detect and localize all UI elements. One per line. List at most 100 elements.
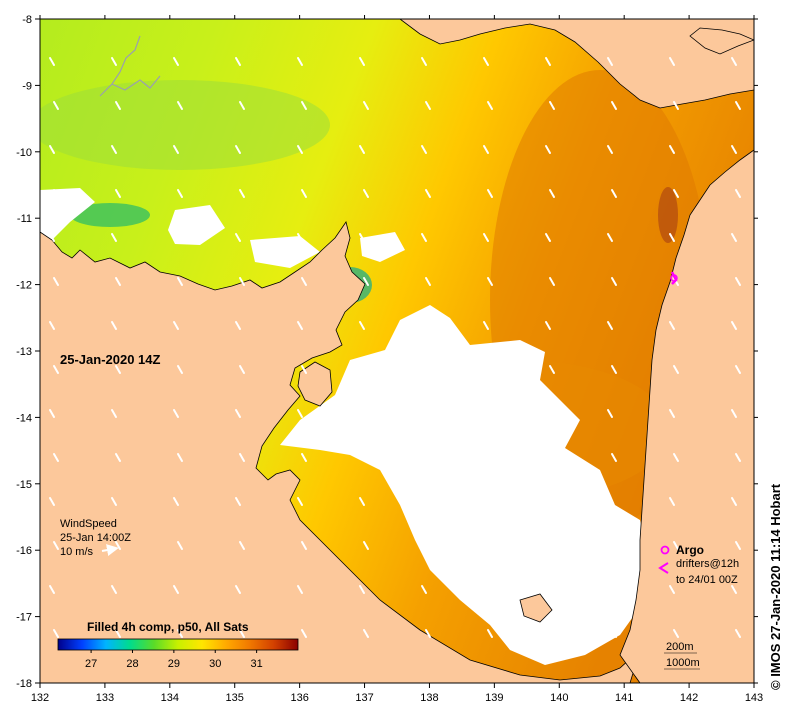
wind-arrow-icon — [669, 585, 675, 594]
wind-arrow-icon — [731, 497, 737, 506]
wind-arrow-icon — [487, 453, 493, 462]
wind-arrow-icon — [239, 453, 245, 462]
wind-arrow-icon — [111, 409, 117, 418]
wind-arrow-icon — [359, 57, 365, 66]
wind-arrow-icon — [177, 365, 183, 374]
x-tick-label: 142 — [680, 692, 698, 704]
wind-arrow-icon — [111, 321, 117, 330]
y-tick-label: -15 — [16, 479, 32, 491]
wind-arrow-icon — [607, 409, 613, 418]
wind-arrow-icon — [607, 145, 613, 154]
colorbar-tick-labels: 27 28 29 30 31 — [85, 650, 263, 670]
wind-arrow-icon — [53, 189, 59, 198]
wind-arrow-icon — [301, 453, 307, 462]
wind-arrow-icon — [421, 57, 427, 66]
wind-arrow-icon — [421, 585, 427, 594]
x-tick-label: 137 — [355, 692, 373, 704]
wind-arrow-icon — [359, 497, 365, 506]
wind-arrow-icon — [53, 541, 59, 550]
wind-arrow-icon — [487, 277, 493, 286]
wind-arrow-icon — [49, 57, 55, 66]
x-tick-label: 133 — [96, 692, 114, 704]
wind-arrow-icon — [177, 453, 183, 462]
wind-arrow-icon — [673, 629, 679, 638]
y-tick-label: -9 — [22, 80, 32, 92]
wind-arrow-icon — [545, 233, 551, 242]
wind-arrow-icon — [173, 585, 179, 594]
wind-arrow-icon — [611, 541, 617, 550]
sst-colorbar: Filled 4h comp, p50, All Sats 27 28 29 30 31 — [57, 620, 299, 670]
wind-arrow-icon — [173, 497, 179, 506]
wind-arrow-icon — [669, 497, 675, 506]
wind-arrow-icon — [545, 585, 551, 594]
x-tick-label: 135 — [226, 692, 244, 704]
cloud-mask — [168, 205, 225, 245]
wind-arrow-icon — [487, 189, 493, 198]
wind-arrow-icon — [421, 233, 427, 242]
wind-arrow-icon — [425, 101, 431, 110]
river — [99, 35, 141, 97]
wind-arrow-icon — [363, 277, 369, 286]
y-tick-label: -8 — [22, 14, 32, 26]
wind-arrow-icon — [483, 409, 489, 418]
wind-arrow-icon — [483, 497, 489, 506]
wind-arrow-icon — [731, 321, 737, 330]
argo-legend-title: Argo — [676, 543, 704, 557]
timestamp-label: 25-Jan-2020 14Z — [60, 352, 161, 367]
wind-arrow-icon — [363, 629, 369, 638]
wind-arrow-icon — [111, 497, 117, 506]
wind-arrow-icon — [487, 101, 493, 110]
wind-arrow-icon — [545, 145, 551, 154]
wind-arrow-icon — [549, 541, 555, 550]
wind-arrow-icon — [53, 453, 59, 462]
latitude-axis: -8 -9 -10 -11 -12 -13 -14 -15 -16 -17 -18 — [16, 14, 758, 690]
y-tick-label: -14 — [16, 412, 32, 424]
wind-arrow-icon — [177, 629, 183, 638]
wind-arrow-icon — [301, 365, 307, 374]
argo-drifter-chevron-icon — [658, 562, 669, 574]
wind-arrow-icon — [49, 585, 55, 594]
wind-arrow-icon — [363, 541, 369, 550]
wind-arrow-icon — [735, 101, 741, 110]
wind-arrow-icon — [673, 453, 679, 462]
wind-arrow-icon — [111, 233, 117, 242]
land-wellesley-islands — [519, 593, 553, 623]
wind-arrow-icon — [735, 629, 741, 638]
wind-legend-title: WindSpeed — [60, 518, 117, 530]
wind-arrow-icon — [421, 145, 427, 154]
wind-arrow-icon — [669, 233, 675, 242]
argo-legend-range: to 24/01 00Z — [676, 574, 738, 586]
wind-arrow-icon — [611, 277, 617, 286]
wind-arrow-icon — [669, 409, 675, 418]
wind-legend-scale: 10 m/s — [60, 546, 94, 558]
wind-arrow-icon — [111, 585, 117, 594]
wind-arrow-icon — [607, 233, 613, 242]
x-tick-label: 138 — [420, 692, 438, 704]
wind-arrow-icon — [115, 629, 121, 638]
wind-arrow-icon — [549, 277, 555, 286]
x-tick-label: 134 — [161, 692, 179, 704]
cloud-mask — [360, 232, 405, 262]
depth-1000m-label: 1000m — [666, 657, 700, 669]
wind-arrow-icon — [421, 409, 427, 418]
wind-arrow-icon — [735, 277, 741, 286]
y-tick-label: -16 — [16, 545, 32, 557]
wind-arrow-icon — [669, 145, 675, 154]
wind-arrow-icon — [425, 365, 431, 374]
wind-arrow-icon — [235, 585, 241, 594]
cloud-mask — [280, 305, 650, 665]
wind-arrow-icon — [731, 233, 737, 242]
wind-arrow-icon — [49, 233, 55, 242]
river — [111, 75, 161, 91]
wind-arrow-icon — [735, 189, 741, 198]
wind-arrow-icon — [239, 541, 245, 550]
wind-arrow-icon — [421, 497, 427, 506]
colorbar-tick-label: 31 — [250, 658, 262, 670]
wind-arrow-icon — [177, 541, 183, 550]
wind-arrow-icon — [611, 629, 617, 638]
wind-arrow-icon — [363, 365, 369, 374]
wind-arrow-icon — [239, 101, 245, 110]
wind-arrow-icon — [359, 145, 365, 154]
wind-arrow-icon — [115, 453, 121, 462]
wind-arrow-icon — [731, 145, 737, 154]
